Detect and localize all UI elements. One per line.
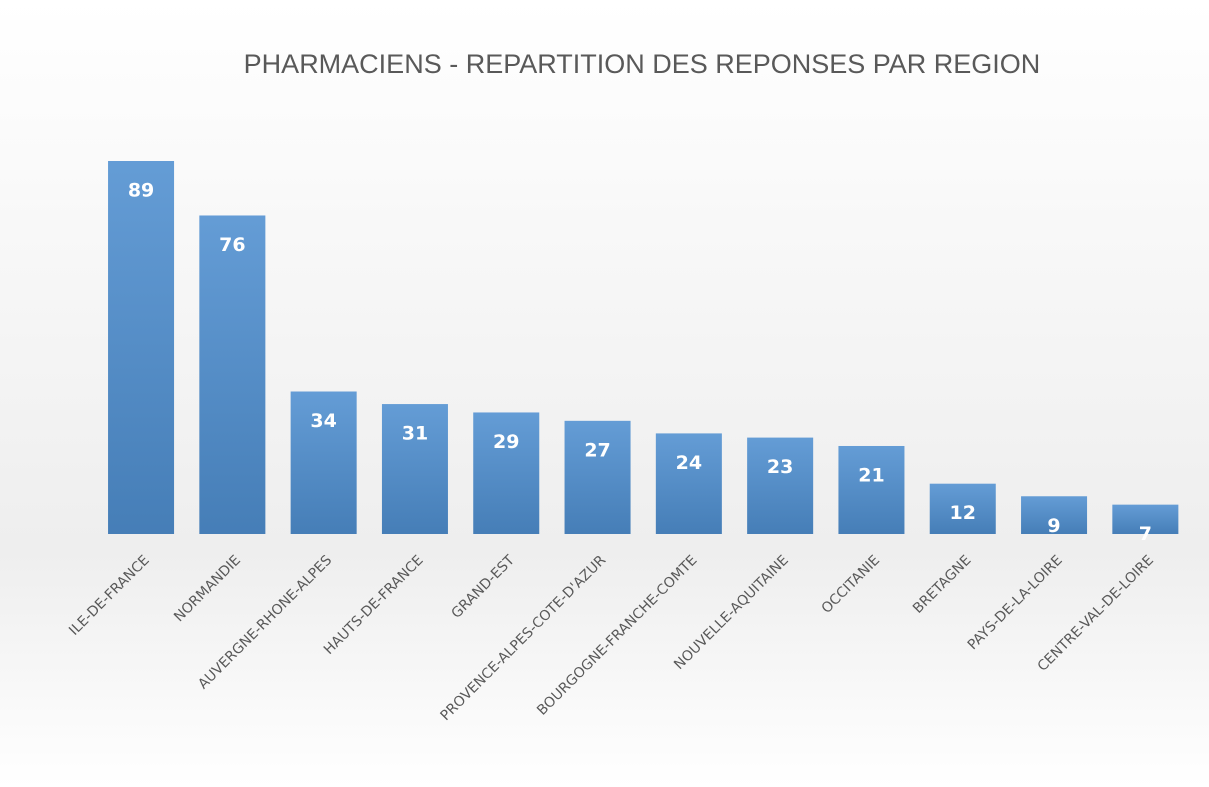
data-label: 23 [767, 456, 793, 478]
bar-shade [747, 437, 814, 534]
bar-shade [564, 420, 631, 534]
data-label: 9 [1047, 515, 1060, 537]
data-label: 27 [584, 439, 610, 461]
bar-shade [1112, 504, 1179, 534]
data-label: 34 [310, 410, 336, 432]
chart-title: PHARMACIENS - REPARTITION DES REPONSES P… [244, 49, 1041, 79]
data-label: 29 [493, 431, 519, 453]
data-label: 12 [950, 502, 976, 524]
bar-shade [290, 391, 357, 534]
data-label: 89 [128, 180, 154, 202]
bar-shade [1021, 496, 1088, 534]
bar-shade [655, 433, 722, 534]
bar-shade [473, 412, 540, 534]
data-label: 31 [402, 423, 428, 445]
data-label: 76 [219, 234, 245, 256]
data-label: 21 [858, 464, 884, 486]
data-label: 7 [1139, 523, 1152, 545]
bar-shade [838, 445, 905, 534]
bar-shade [108, 161, 175, 534]
bar-shade [929, 483, 996, 534]
bar-shade [381, 404, 448, 534]
data-label: 24 [676, 452, 702, 474]
bar-shade [199, 215, 266, 534]
